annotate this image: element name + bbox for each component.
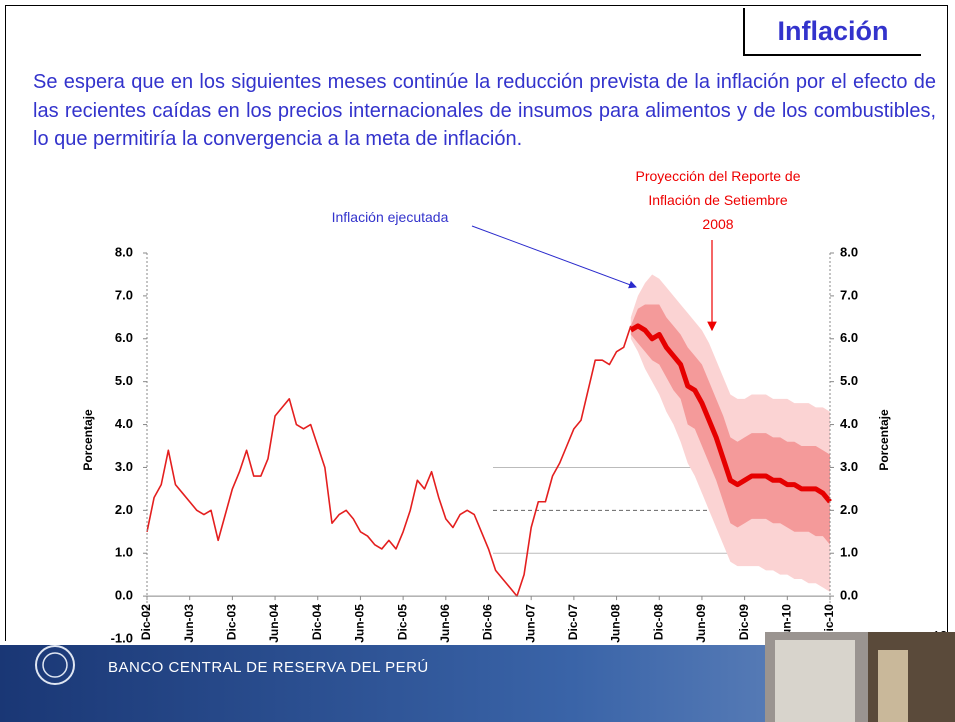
y-tick-label: 4.0: [115, 416, 133, 431]
x-tick-label: Jun-06: [438, 604, 452, 643]
y-tick-label: 6.0: [115, 330, 133, 345]
y2-axis-label: Porcentaje: [877, 409, 891, 471]
annotation: Proyección del Reporte de: [636, 168, 801, 184]
x-tick-label: Dic-05: [395, 604, 409, 640]
x-tick-label: Dic-08: [651, 604, 665, 640]
y2-tick-label: 1.0: [840, 545, 858, 560]
y2-tick-label: 4.0: [840, 416, 858, 431]
y2-tick-label: 2.0: [840, 502, 858, 517]
y-tick-label: 2.0: [115, 502, 133, 517]
x-tick-label: Dic-07: [566, 604, 580, 640]
annotation: Inflación de Setiembre: [648, 192, 788, 208]
chart: -1.00.01.02.03.04.05.06.07.08.0-1.00.01.…: [0, 0, 955, 722]
y-tick-label: 7.0: [115, 287, 133, 302]
x-tick-label: Jun-03: [182, 604, 196, 643]
x-tick-label: Jun-07: [523, 604, 537, 643]
series-line: [147, 326, 631, 596]
plot-area: -1.00.01.02.03.04.05.06.07.08.0-1.00.01.…: [111, 244, 863, 645]
y-tick-label: -1.0: [111, 630, 133, 645]
y2-tick-label: 3.0: [840, 459, 858, 474]
y2-tick-label: 5.0: [840, 373, 858, 388]
y2-tick-label: 8.0: [840, 244, 858, 259]
y-tick-label: 5.0: [115, 373, 133, 388]
y2-tick-label: 0.0: [840, 588, 858, 603]
y2-tick-label: 6.0: [840, 330, 858, 345]
y-tick-label: 8.0: [115, 244, 133, 259]
annotation: Inflación ejecutada: [332, 209, 449, 225]
x-tick-label: Dic-03: [225, 604, 239, 640]
footer-photo: [765, 632, 955, 722]
x-tick-label: Jun-08: [609, 604, 623, 643]
annotation: 2008: [702, 216, 733, 232]
footer-text: BANCO CENTRAL DE RESERVA DEL PERÚ: [108, 659, 429, 676]
y-tick-label: 1.0: [115, 545, 133, 560]
slide: Inflación Se espera que en los siguiente…: [0, 0, 955, 722]
y-tick-label: 0.0: [115, 588, 133, 603]
x-tick-label: Jun-04: [267, 604, 281, 643]
x-tick-label: Jun-05: [353, 604, 367, 643]
x-tick-label: Dic-06: [481, 604, 495, 640]
x-tick-label: Dic-09: [737, 604, 751, 640]
x-tick-label: Jun-09: [694, 604, 708, 643]
y-axis-label: Porcentaje: [81, 409, 95, 471]
y2-tick-label: 7.0: [840, 287, 858, 302]
x-tick-label: Dic-04: [310, 604, 324, 640]
y-tick-label: 3.0: [115, 459, 133, 474]
annotation-arrow: [472, 226, 636, 287]
x-tick-label: Dic-02: [139, 604, 153, 640]
